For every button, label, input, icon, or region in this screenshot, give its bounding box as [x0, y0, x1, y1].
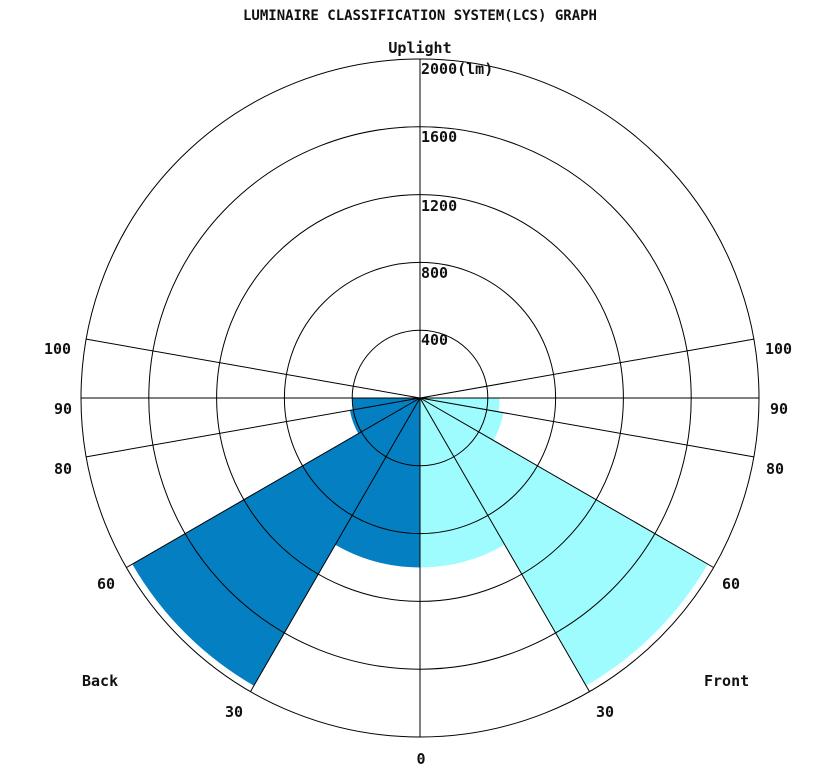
grid-line-back-100 [86, 338, 421, 399]
unit-label: 2000(lm) [421, 60, 493, 78]
radial-tick-800: 800 [421, 264, 448, 282]
back-angle-90: 90 [54, 400, 72, 418]
back-label: Back [82, 672, 118, 690]
grid-line-front-100 [419, 338, 754, 399]
back-angle-60: 60 [97, 575, 115, 593]
grid-line-front-60 [419, 397, 714, 568]
grid-layer [80, 58, 760, 738]
front-zone-0-30 [420, 398, 505, 568]
back-zone-0-30 [335, 398, 420, 568]
radial-tick-1200: 1200 [421, 197, 457, 215]
grid-line-back-80 [86, 397, 421, 458]
grid-line-back-60 [126, 397, 421, 568]
radial-tick-400: 400 [421, 331, 448, 349]
grid-line-front-80 [419, 397, 754, 458]
back-angle-80: 80 [54, 460, 72, 478]
back-angle-100: 100 [44, 340, 71, 358]
front-angle-30: 30 [596, 703, 614, 721]
radial-tick-1600: 1600 [421, 128, 457, 146]
front-angle-80: 80 [766, 460, 784, 478]
chart-title: LUMINAIRE CLASSIFICATION SYSTEM(LCS) GRA… [243, 8, 597, 24]
front-angle-60: 60 [722, 575, 740, 593]
front-label: Front [704, 672, 749, 690]
back-angle-30: 30 [225, 703, 243, 721]
front-angle-90: 90 [770, 400, 788, 418]
grid-line-back-30 [250, 397, 421, 692]
front-angle-100: 100 [765, 340, 792, 358]
bottom-angle-0: 0 [416, 750, 425, 768]
front-zone-60-80 [420, 398, 504, 441]
uplight-label: Uplight [388, 39, 451, 57]
grid-line-front-30 [419, 397, 590, 692]
back-zone-60-80 [349, 398, 420, 434]
